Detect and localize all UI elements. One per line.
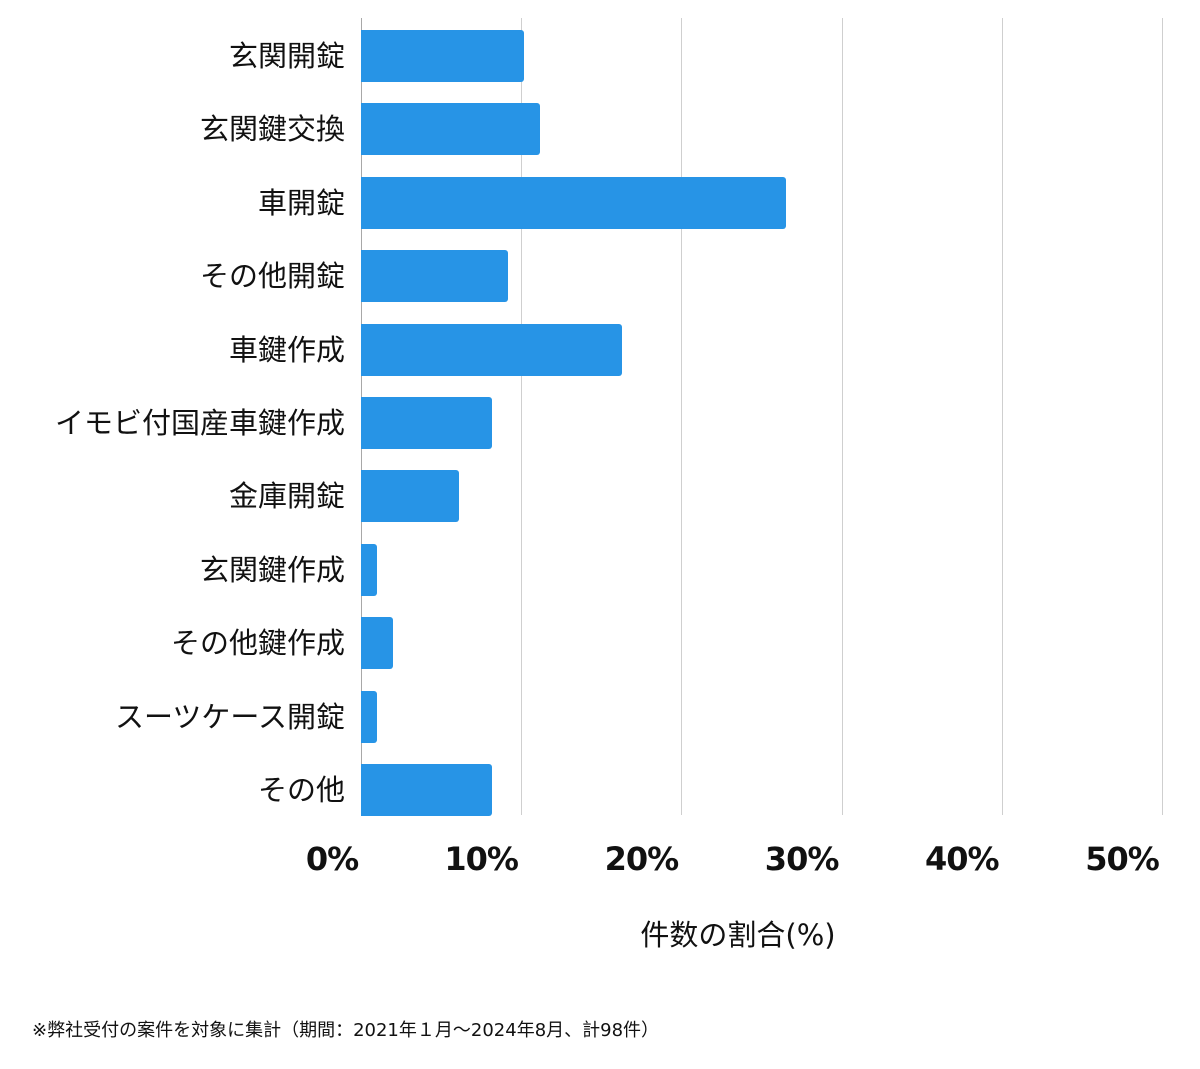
category-label: イモビ付国産車鍵作成 xyxy=(54,406,345,440)
gridline xyxy=(841,18,843,815)
gridline xyxy=(1162,18,1163,815)
gridline xyxy=(681,18,683,815)
bar xyxy=(361,176,786,229)
x-tick-label: 20% xyxy=(604,840,680,878)
x-tick-label: 50% xyxy=(1085,840,1160,878)
category-label: 車開錠 xyxy=(257,185,345,220)
bar xyxy=(361,397,493,449)
x-tick-label: 0% xyxy=(305,840,359,878)
bar xyxy=(361,103,541,156)
x-tick-label: 40% xyxy=(925,840,1000,878)
category-label: 玄関鍵交換 xyxy=(199,112,345,147)
bar xyxy=(361,470,459,523)
bar xyxy=(361,617,394,670)
bar xyxy=(361,30,525,82)
category-label: 車鍵作成 xyxy=(228,332,345,367)
gridline xyxy=(521,18,523,815)
category-label: その他開錠 xyxy=(199,259,345,294)
category-label: 玄関開錠 xyxy=(228,39,345,73)
x-tick-label: 10% xyxy=(444,840,519,878)
footnote: ※弊社受付の案件を対象に集計（期間：2021年１月～2024年8月、計98件） xyxy=(32,1020,660,1041)
bar xyxy=(361,764,493,816)
chart-plot-area xyxy=(361,18,1163,816)
bar xyxy=(361,690,378,743)
category-label: その他 xyxy=(257,773,345,807)
bar xyxy=(361,250,509,303)
bar xyxy=(361,323,623,376)
bar xyxy=(361,543,378,596)
x-axis-label: 件数の割合(%) xyxy=(640,918,836,952)
category-label: 金庫開錠 xyxy=(228,479,345,514)
category-label: 玄関鍵作成 xyxy=(199,552,345,587)
category-label: その他鍵作成 xyxy=(170,626,345,661)
gridline xyxy=(1001,18,1003,815)
x-tick-label: 30% xyxy=(764,840,840,878)
category-label: スーツケース開錠 xyxy=(115,699,345,734)
